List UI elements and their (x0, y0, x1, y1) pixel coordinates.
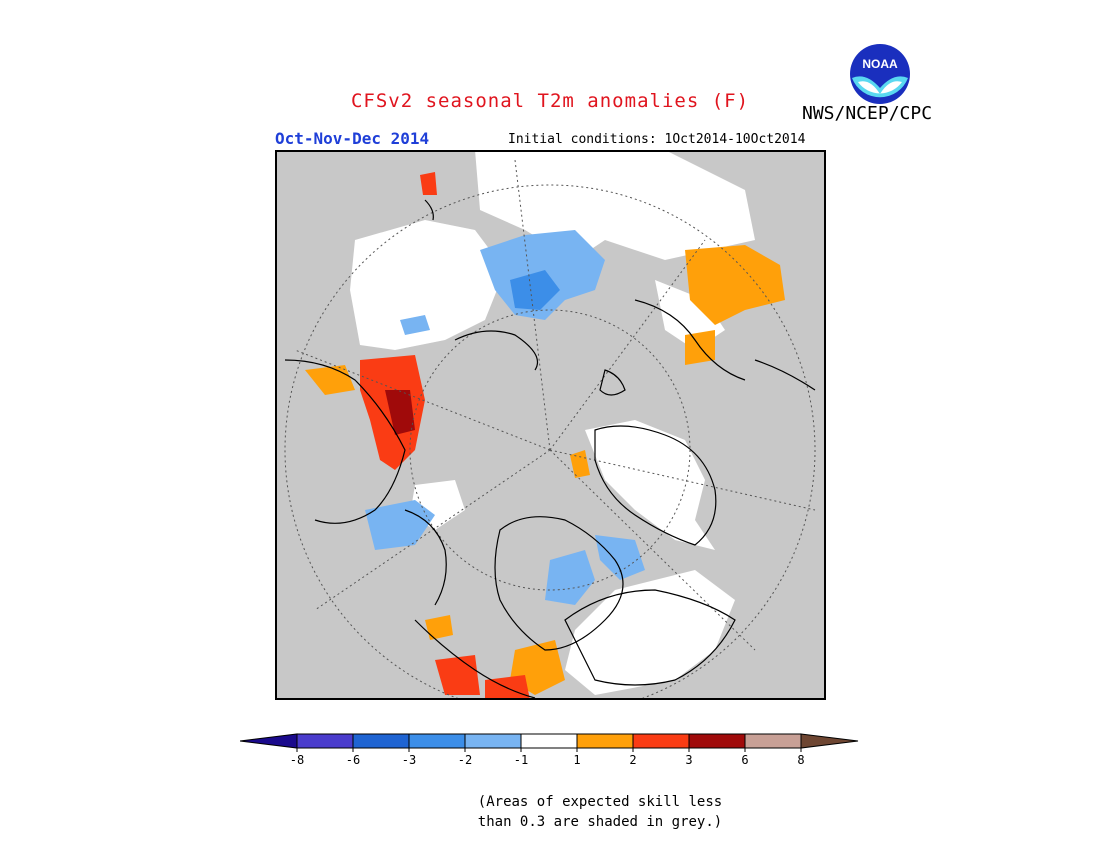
skill-note: (Areas of expected skill less than 0.3 a… (430, 792, 770, 832)
positive-anomalies (305, 172, 785, 700)
colorbar-label: -1 (514, 753, 528, 767)
colorbar-segment (744, 733, 802, 749)
colorbar-segment (408, 733, 466, 749)
colorbar: -8 -6 -3 -2 -1 1 2 3 6 8 (240, 733, 859, 767)
colorbar-label: 3 (685, 753, 692, 767)
organization-label: NWS/NCEP/CPC (802, 103, 933, 124)
note-line-1: (Areas of expected skill less (477, 794, 723, 810)
colorbar-label: -8 (290, 753, 304, 767)
noaa-logo: NOAA (850, 44, 910, 104)
chart-title: CFSv2 seasonal T2m anomalies (F) (350, 90, 750, 112)
colorbar-label: -2 (458, 753, 472, 767)
initial-conditions-label: Initial conditions: 1Oct2014-10Oct2014 (508, 132, 806, 147)
colorbar-label: 1 (573, 753, 580, 767)
colorbar-segment (352, 733, 410, 749)
colorbar-label: 8 (797, 753, 804, 767)
logo-text: NOAA (862, 57, 898, 71)
season-label: Oct-Nov-Dec 2014 (275, 129, 430, 148)
colorbar-segment (688, 733, 746, 749)
note-line-2: than 0.3 are shaded in grey.) (477, 814, 723, 830)
colorbar-segment (520, 733, 578, 749)
negative-anomalies (365, 230, 645, 605)
colorbar-segment (800, 733, 859, 749)
colorbar-label: 6 (741, 753, 748, 767)
colorbar-segment (240, 733, 298, 749)
colorbar-label: -3 (402, 753, 416, 767)
colorbar-segment (296, 733, 354, 749)
colorbar-label: 2 (629, 753, 636, 767)
colorbar-label: -6 (346, 753, 360, 767)
coastlines (284, 199, 816, 699)
colorbar-segment (632, 733, 690, 749)
map-frame (275, 150, 826, 700)
polar-map (275, 150, 826, 700)
colorbar-segment (576, 733, 634, 749)
colorbar-segment (464, 733, 522, 749)
graticule (284, 159, 816, 700)
